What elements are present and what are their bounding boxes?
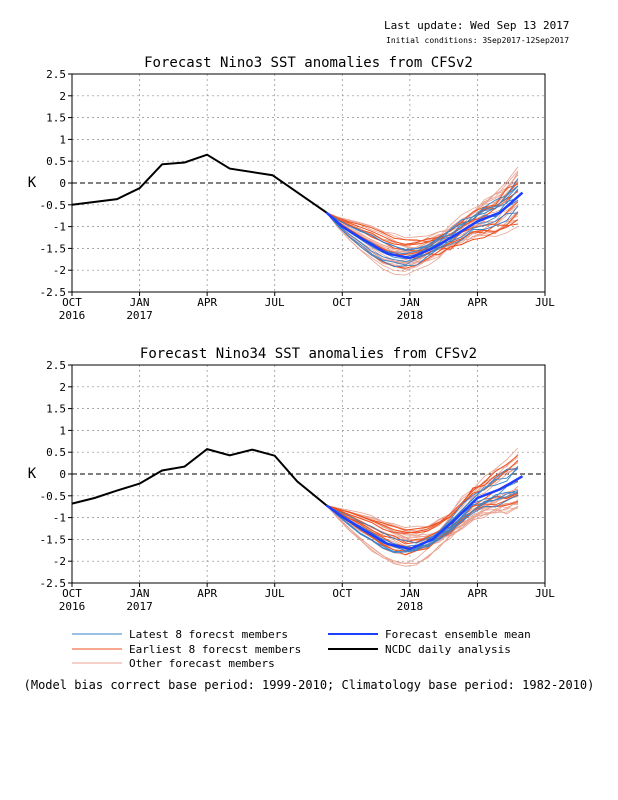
x-tick-label: JUL: [265, 587, 285, 600]
legend: Latest 8 forecst members Earliest 8 forec…: [72, 628, 531, 670]
other-member-line: [326, 447, 519, 529]
earliest-member-line: [326, 455, 519, 534]
chart-2: Forecast Nino34 SST anomalies from CFSv2…: [28, 346, 556, 613]
x-tick-label: JAN: [130, 587, 150, 600]
ensemble-mean-series-line: [325, 475, 524, 551]
last-update-text: Last update: Wed Sep 13 2017: [384, 19, 570, 32]
initial-conditions-text: Initial conditions: 3Sep2017-12Sep2017: [386, 36, 570, 45]
legend-label: Forecast ensemble mean: [385, 628, 531, 641]
x-tick-label: JUL: [535, 587, 555, 600]
y-tick-label: -1: [53, 221, 66, 234]
other-member-line: [326, 173, 519, 251]
x-tick-year-label: 2018: [397, 600, 424, 613]
x-tick-label: APR: [467, 296, 487, 309]
y-tick-label: 2: [59, 90, 66, 103]
y-axis-label: K: [28, 466, 37, 482]
y-tick-label: 2.5: [46, 68, 66, 81]
x-tick-label: OCT: [62, 587, 82, 600]
legend-label: NCDC daily analysis: [385, 643, 511, 656]
chart-title: Forecast Nino3 SST anomalies from CFSv2: [144, 55, 473, 71]
legend-label: Earliest 8 forecst members: [129, 643, 301, 656]
x-tick-label: OCT: [62, 296, 82, 309]
other-member-line: [326, 505, 519, 564]
analysis-series-line: [71, 448, 328, 507]
x-tick-year-label: 2017: [126, 600, 153, 613]
y-tick-label: 2.5: [46, 359, 66, 372]
y-tick-label: -2.5: [40, 577, 67, 590]
x-tick-label: JAN: [400, 587, 420, 600]
footnote: (Model bias correct base period: 1999-20…: [23, 678, 595, 692]
y-tick-label: 0: [59, 177, 66, 190]
ensemble-mean-series-line: [325, 191, 524, 260]
y-tick-label: 1.5: [46, 112, 66, 125]
x-tick-label: OCT: [332, 587, 352, 600]
y-tick-label: -2.5: [40, 286, 67, 299]
x-tick-label: JUL: [535, 296, 555, 309]
y-tick-label: 0.5: [46, 446, 66, 459]
chart-1: Forecast Nino3 SST anomalies from CFSv2 -…: [28, 55, 556, 322]
y-tick-label: 0: [59, 468, 66, 481]
y-tick-label: 2: [59, 381, 66, 394]
x-tick-label: JAN: [400, 296, 420, 309]
x-tick-label: JUL: [265, 296, 285, 309]
latest-member-line: [326, 185, 519, 250]
y-tick-label: -2: [53, 555, 66, 568]
y-tick-label: 1: [59, 133, 66, 146]
x-tick-year-label: 2016: [59, 309, 86, 322]
x-tick-label: APR: [197, 587, 217, 600]
x-tick-year-label: 2017: [126, 309, 153, 322]
y-tick-label: -1: [53, 512, 66, 525]
y-tick-label: -1.5: [40, 533, 67, 546]
legend-label: Latest 8 forecst members: [129, 628, 288, 641]
y-axis-label: K: [28, 175, 37, 191]
y-tick-label: 0.5: [46, 155, 66, 168]
analysis-series-line: [71, 153, 328, 214]
chart-title: Forecast Nino34 SST anomalies from CFSv2: [140, 346, 477, 362]
x-tick-label: APR: [197, 296, 217, 309]
x-tick-year-label: 2018: [397, 309, 424, 322]
y-tick-label: -2: [53, 264, 66, 277]
other-member-line: [326, 505, 519, 564]
earliest-member-line: [326, 467, 519, 534]
latest-member-line: [326, 199, 519, 267]
x-tick-label: APR: [467, 587, 487, 600]
latest-member-line: [326, 197, 519, 263]
x-tick-label: JAN: [130, 296, 150, 309]
x-tick-label: OCT: [332, 296, 352, 309]
y-tick-label: -0.5: [40, 490, 67, 503]
y-tick-label: 1.5: [46, 403, 66, 416]
y-tick-label: -1.5: [40, 242, 67, 255]
legend-label: Other forecast members: [129, 657, 275, 670]
x-tick-year-label: 2016: [59, 600, 86, 613]
y-tick-label: -0.5: [40, 199, 67, 212]
y-tick-label: 1: [59, 424, 66, 437]
